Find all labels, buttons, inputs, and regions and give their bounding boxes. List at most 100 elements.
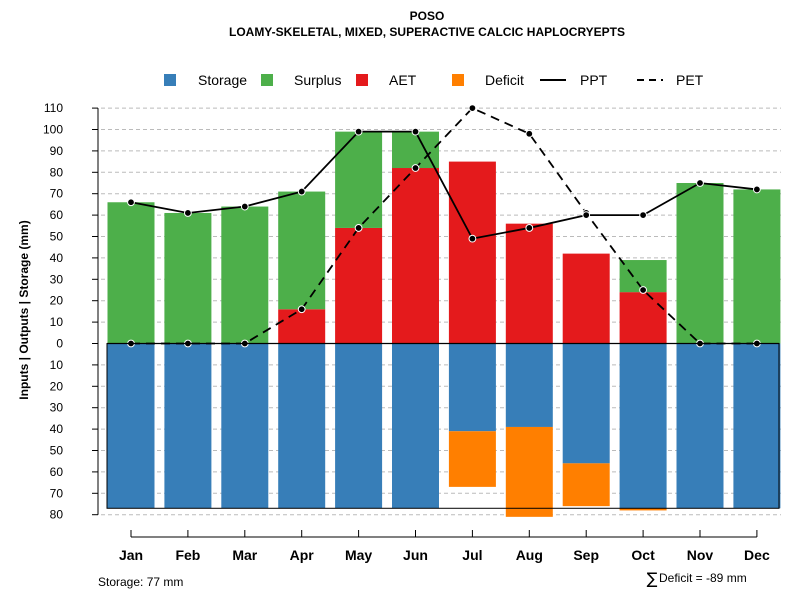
x-tick-label: Aug (516, 547, 543, 563)
legend-label-ppt: PPT (580, 72, 608, 88)
storage-bar (733, 343, 781, 509)
storage-bar (676, 343, 724, 509)
ppt-point (184, 209, 192, 217)
aet-bar (448, 161, 496, 344)
ppt-point (411, 127, 420, 136)
storage-bar (164, 343, 212, 509)
y-tick-label: 60 (50, 208, 64, 222)
deficit-bar (448, 431, 496, 487)
surplus-bar (107, 202, 155, 344)
x-tick-label: Feb (175, 547, 200, 563)
pet-point (639, 286, 647, 294)
aet-bar (392, 168, 439, 344)
y-tick-label: 60 (50, 465, 64, 479)
legend-swatch-aet (356, 74, 368, 86)
storage-bar (562, 343, 610, 464)
storage-bar (221, 343, 269, 509)
y-tick-label: 0 (56, 337, 63, 351)
pet-point (468, 104, 477, 112)
legend: Storage Surplus AET Deficit PPT PET (164, 72, 704, 88)
surplus-bar (278, 191, 326, 310)
deficit-bar (505, 426, 553, 517)
surplus-bar (335, 131, 383, 228)
legend-label-surplus: Surplus (294, 72, 341, 88)
y-tick-label: 20 (50, 379, 64, 393)
legend-swatch-deficit (452, 74, 464, 86)
legend-label-storage: Storage (198, 72, 247, 88)
deficit-bar (562, 463, 610, 507)
deficit-footnote: Deficit = -89 mm (659, 571, 747, 585)
y-tick-label: 20 (50, 294, 64, 308)
storage-bar (107, 343, 155, 509)
ppt-point (639, 211, 647, 220)
pet-point (354, 224, 363, 232)
x-tick-label: Mar (232, 547, 257, 563)
bars-group (107, 131, 781, 517)
aet-bar (505, 223, 553, 344)
y-tick-label: 80 (50, 165, 64, 179)
y-tick-label: 100 (43, 123, 63, 137)
aet-bar (278, 309, 326, 344)
y-tick-label: 10 (50, 315, 64, 329)
legend-swatch-surplus (261, 74, 273, 86)
storage-bar (392, 343, 439, 509)
ppt-point (525, 224, 534, 232)
storage-bar (278, 343, 326, 509)
lines-group (127, 104, 761, 348)
surplus-bar (676, 183, 724, 344)
sum-symbol: ∑ (647, 569, 658, 588)
y-tick-label: 50 (50, 230, 64, 244)
x-tick-label: Sep (573, 547, 599, 563)
surplus-bar (221, 206, 269, 344)
pet-point (525, 129, 534, 138)
y-tick-label: 40 (50, 422, 64, 436)
x-tick-label: Apr (290, 547, 315, 563)
y-tick-label: 30 (50, 401, 64, 415)
storage-footnote: Storage: 77 mm (98, 575, 183, 589)
ppt-point (468, 234, 477, 243)
pet-point (297, 305, 306, 314)
legend-label-deficit: Deficit (485, 72, 524, 88)
storage-bar (448, 343, 496, 432)
y-axis-label: Inputs | Outputs | Storage (mm) (17, 220, 31, 399)
x-tick-label: Nov (687, 547, 714, 563)
pet-line (131, 107, 757, 345)
pet-point (411, 164, 420, 172)
ppt-point (127, 198, 135, 207)
aet-bar (335, 227, 383, 344)
ppt-point (696, 179, 704, 187)
x-tick-label: Oct (631, 547, 655, 563)
y-tick-label: 80 (50, 508, 64, 522)
surplus-bar (733, 189, 781, 344)
y-tick-label: 40 (50, 251, 64, 265)
x-tick-label: May (345, 547, 372, 563)
y-tick-label: 110 (44, 101, 63, 115)
y-tick-label: 90 (50, 144, 64, 158)
legend-label-aet: AET (389, 72, 417, 88)
y-tick-label: 50 (50, 444, 64, 458)
ppt-point (297, 187, 306, 196)
x-tick-label: Jul (462, 547, 482, 563)
axes-group: 0 10 20 30 40 50 60 70 80 90 100 110 10 20 30 40 50 60 70 8… (43, 101, 780, 563)
y-tick-label: 30 (50, 272, 64, 286)
aet-bar (562, 253, 610, 344)
ppt-point (240, 202, 249, 211)
x-tick-label: Jun (403, 547, 428, 563)
deficit-bar (619, 508, 667, 511)
y-tick-label: 70 (50, 486, 64, 500)
ppt-point (582, 211, 591, 220)
storage-bar (619, 343, 667, 509)
gridlines (101, 107, 781, 516)
x-tick-label: Dec (744, 547, 770, 563)
storage-bar (505, 343, 553, 427)
y-tick-label: 70 (50, 187, 64, 201)
legend-label-pet: PET (676, 72, 704, 88)
legend-swatch-storage (164, 74, 176, 86)
x-tick-label: Jan (119, 547, 143, 563)
ppt-point (354, 127, 363, 136)
chart-title: POSO (410, 9, 445, 23)
surplus-bar (164, 212, 212, 344)
storage-bar (335, 343, 383, 509)
ppt-point (753, 185, 761, 194)
